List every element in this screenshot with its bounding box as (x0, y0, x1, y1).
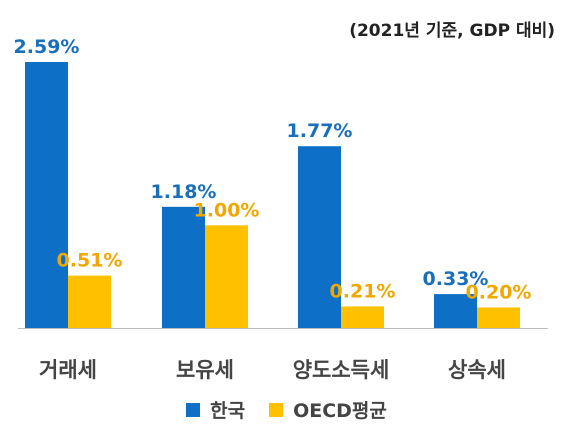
category-label-2: 양도소득세 (293, 358, 390, 382)
bar-korea-3 (434, 294, 477, 328)
legend-swatch-oecd (269, 402, 284, 417)
category-label-3: 상속세 (448, 358, 506, 382)
data-label-oecd-1: 1.00% (194, 199, 260, 221)
data-label-korea-3: 0.33% (423, 268, 489, 290)
legend-label-korea: 한국 (210, 400, 246, 422)
bar-korea-1 (162, 206, 205, 328)
data-label-korea-1: 1.18% (151, 181, 217, 203)
data-label-korea-2: 1.77% (287, 120, 353, 142)
legend-swatch-korea (186, 402, 201, 417)
data-label-oecd-2: 0.21% (330, 280, 396, 302)
category-label-1: 보유세 (176, 358, 234, 382)
legend-label-oecd: OECD평균 (293, 400, 387, 422)
legend-item-korea: 한국 (186, 396, 245, 423)
data-label-oecd-0: 0.51% (57, 250, 123, 272)
legend-item-oecd: OECD평균 (269, 396, 387, 423)
legend: 한국 OECD평균 (0, 396, 573, 423)
bar-korea-2 (298, 146, 341, 328)
bar-oecd-1 (205, 225, 248, 328)
data-label-korea-0: 2.59% (14, 36, 80, 58)
bar-oecd-3 (477, 307, 520, 328)
bar-oecd-2 (341, 306, 384, 328)
chart-note: (2021년 기준, GDP 대비) (349, 21, 555, 41)
data-label-oecd-3: 0.20% (466, 281, 532, 303)
bar-oecd-0 (68, 275, 111, 328)
bar-korea-0 (25, 62, 68, 328)
category-label-0: 거래세 (39, 358, 97, 382)
